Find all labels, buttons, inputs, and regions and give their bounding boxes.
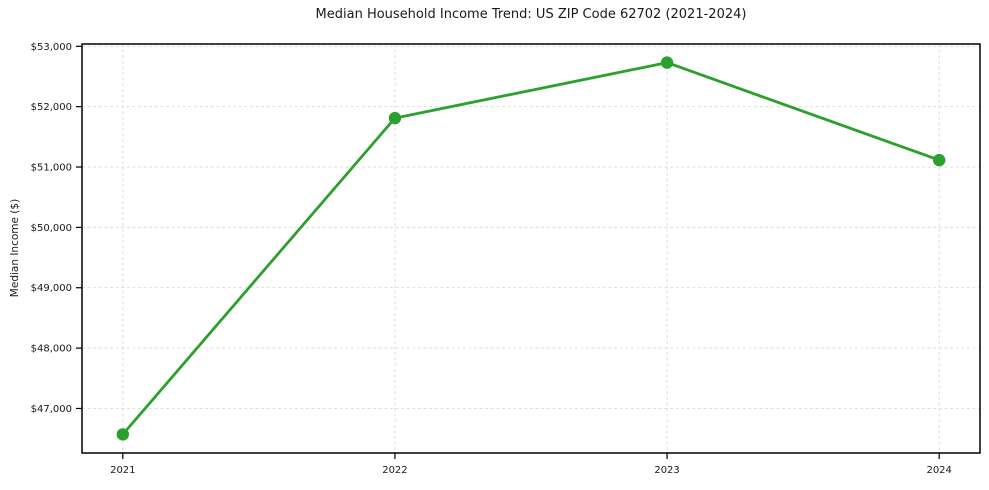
y-tick-label: $48,000 <box>31 344 72 355</box>
x-tick-label: 2023 <box>654 465 679 476</box>
y-tick-label: $49,000 <box>31 283 72 294</box>
data-point-2023 <box>660 56 674 69</box>
y-tick-label: $51,000 <box>31 163 72 174</box>
plot-border <box>81 43 981 454</box>
data-point-2024 <box>932 153 946 167</box>
y-tick-label: $52,000 <box>31 102 72 113</box>
x-tick-label: 2021 <box>110 465 135 476</box>
trend-line <box>121 61 941 436</box>
x-tick-label: 2022 <box>382 465 407 476</box>
data-point-2021 <box>116 428 130 441</box>
y-tick-label: $50,000 <box>31 223 72 234</box>
x-tick-label: 2024 <box>926 465 951 476</box>
y-tick-label: $53,000 <box>31 42 72 53</box>
data-point-2022 <box>388 111 402 125</box>
y-tick-label: $47,000 <box>31 404 72 415</box>
chart-title: Median Household Income Trend: US ZIP Co… <box>315 7 747 22</box>
